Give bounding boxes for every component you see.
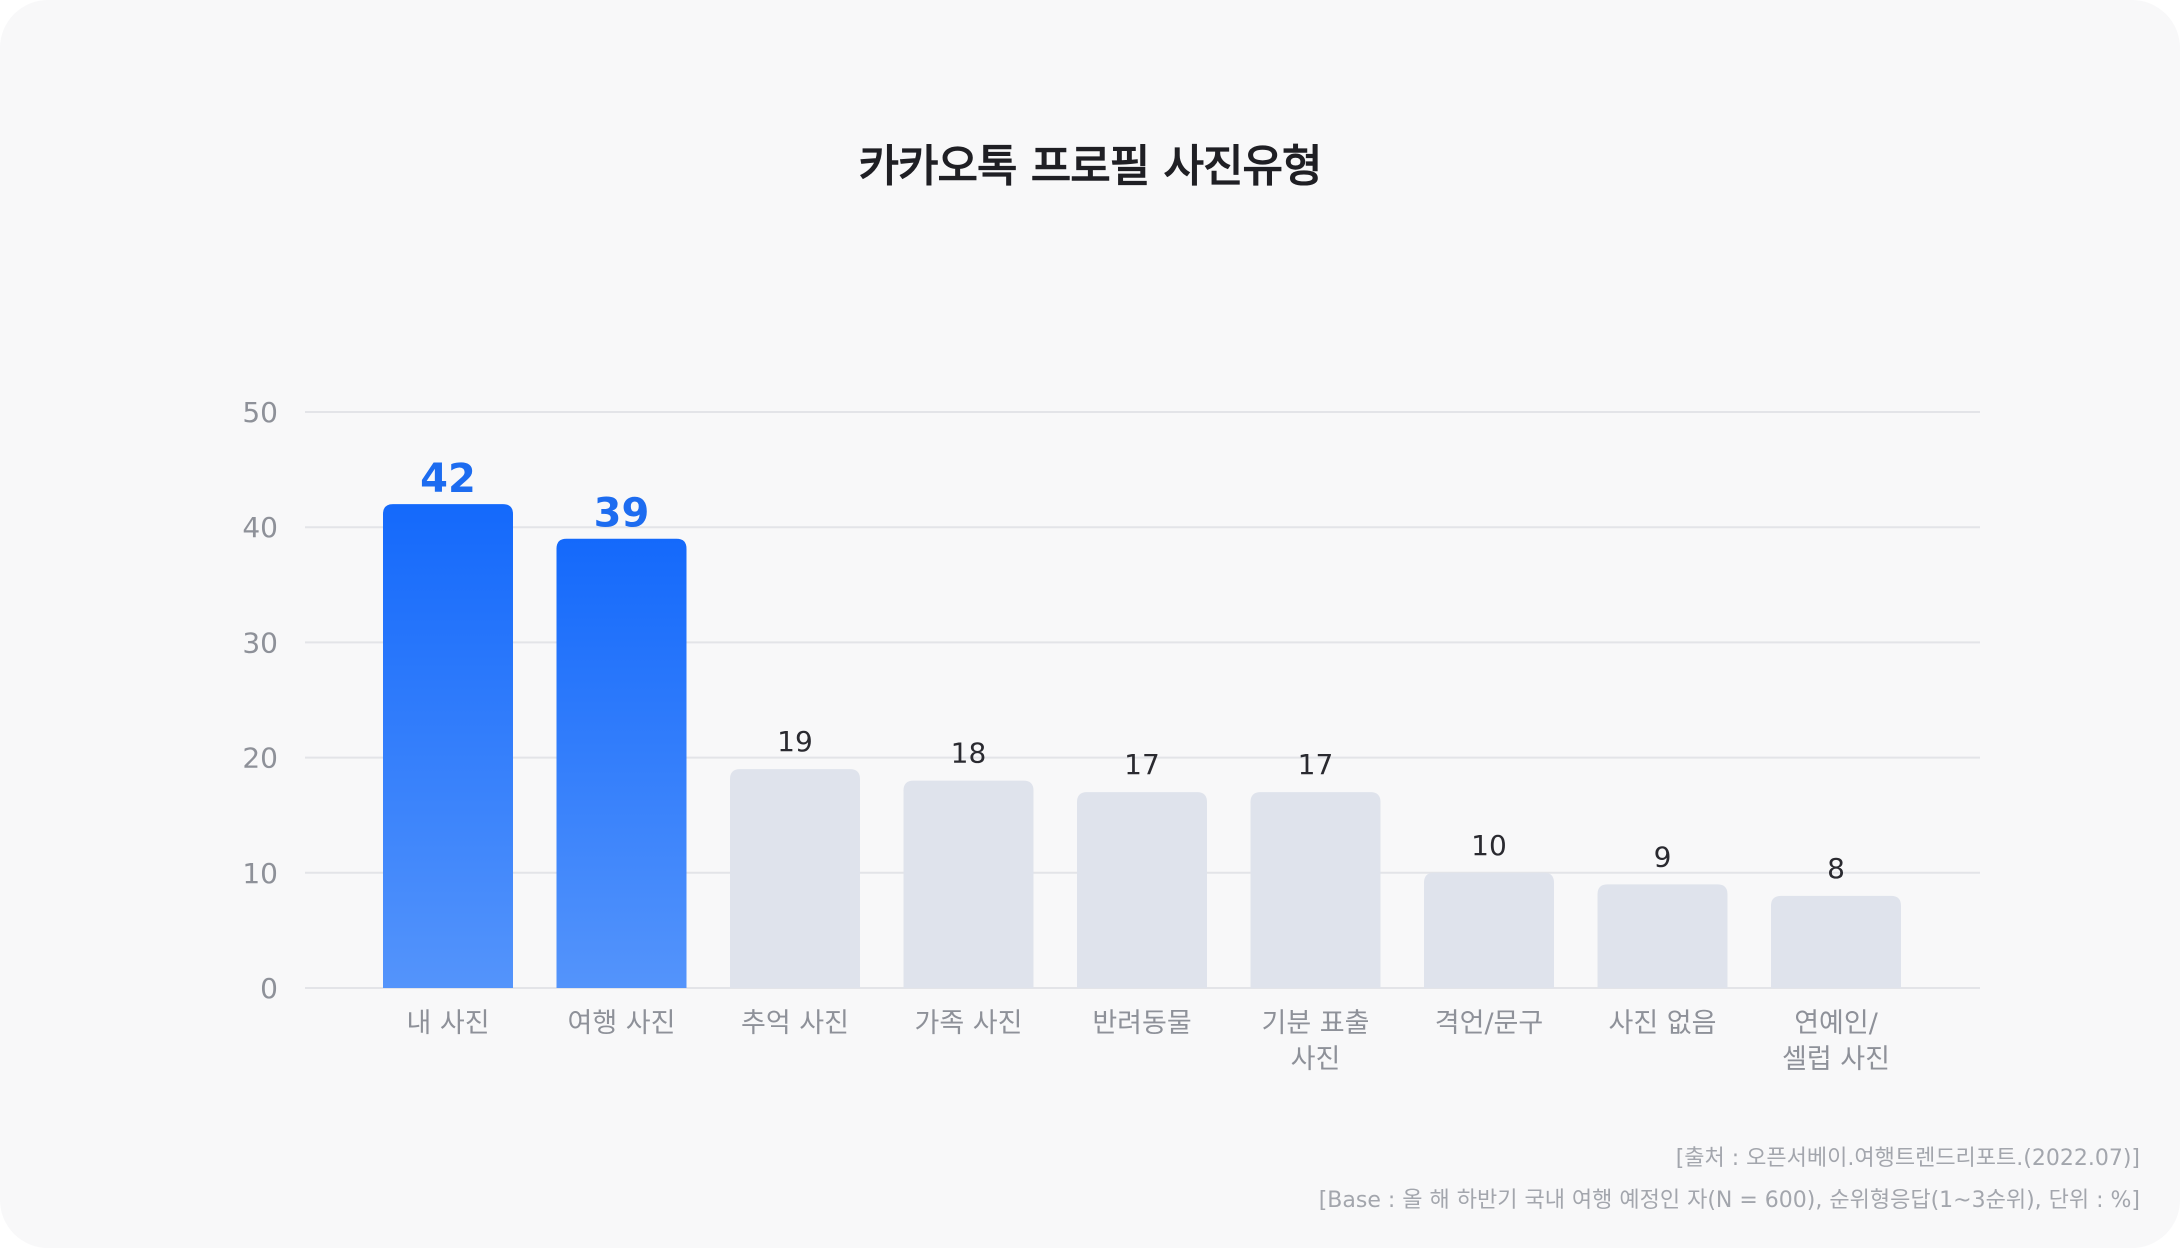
bar-7 (1424, 872, 1554, 988)
x-tick-label-1: 내 사진 (406, 1008, 489, 1039)
bar-4 (903, 780, 1034, 988)
x-tick-label-2: 여행 사진 (568, 1008, 676, 1039)
bar-8 (1597, 884, 1728, 988)
bar-3 (730, 769, 860, 988)
data-label-8: 9 (1654, 840, 1672, 873)
data-label-7: 10 (1471, 829, 1507, 862)
bar-9 (1771, 895, 1901, 988)
data-label-3: 19 (777, 725, 813, 758)
data-label-6: 17 (1298, 748, 1334, 781)
data-label-2: 39 (594, 491, 650, 537)
chart-title: 카카오톡 프로필 사진유형 (858, 141, 1323, 192)
bar-5 (1077, 792, 1207, 988)
y-tick-label-0: 0 (260, 972, 278, 1005)
x-tick-label-8: 사진 없음 (1609, 1008, 1717, 1039)
x-tick-label-7: 격언/문구 (1435, 1008, 1543, 1039)
base-note: [Base : 올 해 하반기 국내 여행 예정인 자(N = 600), 순위… (1318, 1188, 2140, 1213)
y-tick-label-40: 40 (242, 511, 278, 544)
x-tick-label-3: 추억 사진 (741, 1008, 849, 1039)
bar-2 (556, 538, 687, 988)
y-tick-label-50: 50 (242, 396, 278, 429)
x-axis-labels: 내 사진 여행 사진 추억 사진 가족 사진 반려동물 기분 표출 사진 격언/문구 사진 없음… (406, 1008, 1890, 1075)
data-label-5: 17 (1124, 748, 1160, 781)
bar-6 (1250, 792, 1381, 988)
bar-1 (383, 504, 513, 988)
x-tick-label-4: 가족 사진 (915, 1008, 1023, 1039)
data-label-9: 8 (1827, 852, 1845, 885)
bars: 42 39 19 18 17 17 10 9 8 (383, 456, 1901, 988)
footnotes: [출처 : 오픈서베이.여행트렌드리포트.(2022.07)] [Base : … (1319, 1138, 2140, 1222)
x-tick-label-9: 연예인/셀럽 사진 (1782, 1008, 1890, 1075)
x-tick-label-5: 반려동물 (1092, 1008, 1191, 1039)
y-tick-label-20: 20 (242, 742, 278, 775)
y-axis-ticks: 0 10 20 30 40 50 (242, 396, 278, 1005)
source-note: [출처 : 오픈서베이.여행트렌드리포트.(2022.07)] (1675, 1146, 2140, 1171)
y-tick-label-10: 10 (242, 857, 278, 890)
data-label-4: 18 (951, 737, 987, 770)
x-tick-label-6: 기분 표출 사진 (1262, 1008, 1370, 1075)
y-tick-label-30: 30 (242, 626, 278, 659)
data-label-1: 42 (420, 456, 476, 502)
